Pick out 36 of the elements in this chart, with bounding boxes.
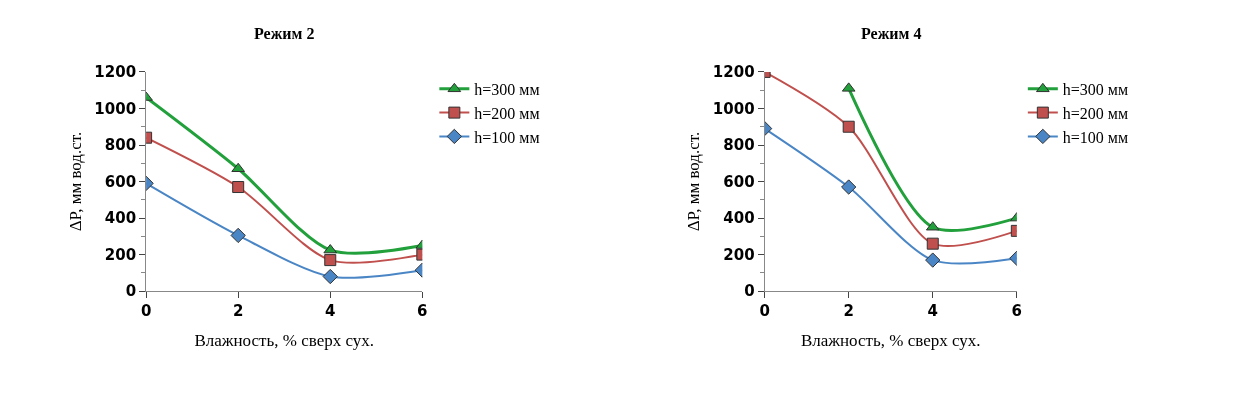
legend-label: h=300 мм: [1062, 81, 1129, 99]
point: [926, 237, 939, 250]
y-tick-label: 1000: [94, 99, 137, 118]
chart-title: Режим 4: [861, 25, 922, 42]
y-tick-label: 0: [744, 282, 755, 301]
chart-title: Режим 2: [254, 25, 315, 42]
y-axis-title: ΔP, мм вод.ст.: [684, 131, 704, 232]
legend-label: h=200 мм: [1062, 104, 1129, 122]
y-tick-label: 400: [723, 209, 755, 228]
y-tick-label: 200: [723, 245, 755, 264]
legend-label: h=100 мм: [474, 128, 540, 146]
x-tick-label: 0: [759, 302, 770, 321]
legend-label: h=300 мм: [474, 81, 540, 99]
x-axis-title: Влажность, % сверх сух.: [194, 330, 375, 350]
y-tick-label: 800: [723, 136, 755, 155]
x-axis-title: Влажность, % сверх сух.: [800, 330, 981, 350]
y-tick-label: 800: [104, 136, 137, 155]
y-tick-label: 600: [104, 172, 137, 191]
x-tick-label: 2: [232, 302, 244, 321]
x-tick-label: 2: [843, 302, 854, 321]
y-tick-label: 200: [104, 245, 137, 264]
x-tick-label: 0: [140, 302, 152, 321]
legend-label: h=100 мм: [1062, 128, 1129, 146]
legend-label: h=200 мм: [474, 104, 540, 122]
y-tick-label: 0: [125, 282, 137, 301]
x-tick-label: 4: [927, 302, 938, 321]
y-tick-label: 400: [104, 209, 137, 228]
y-tick-label: 1200: [712, 63, 755, 82]
point: [842, 120, 855, 133]
y-axis-title: ΔP, мм вод.ст.: [65, 131, 85, 232]
y-tick-label: 600: [723, 172, 755, 191]
y-tick-label: 1200: [94, 63, 137, 82]
x-tick-label: 4: [325, 302, 336, 321]
x-tick-label: 6: [1011, 302, 1023, 321]
x-tick-label: 6: [417, 302, 428, 321]
y-tick-label: 1000: [712, 99, 755, 118]
